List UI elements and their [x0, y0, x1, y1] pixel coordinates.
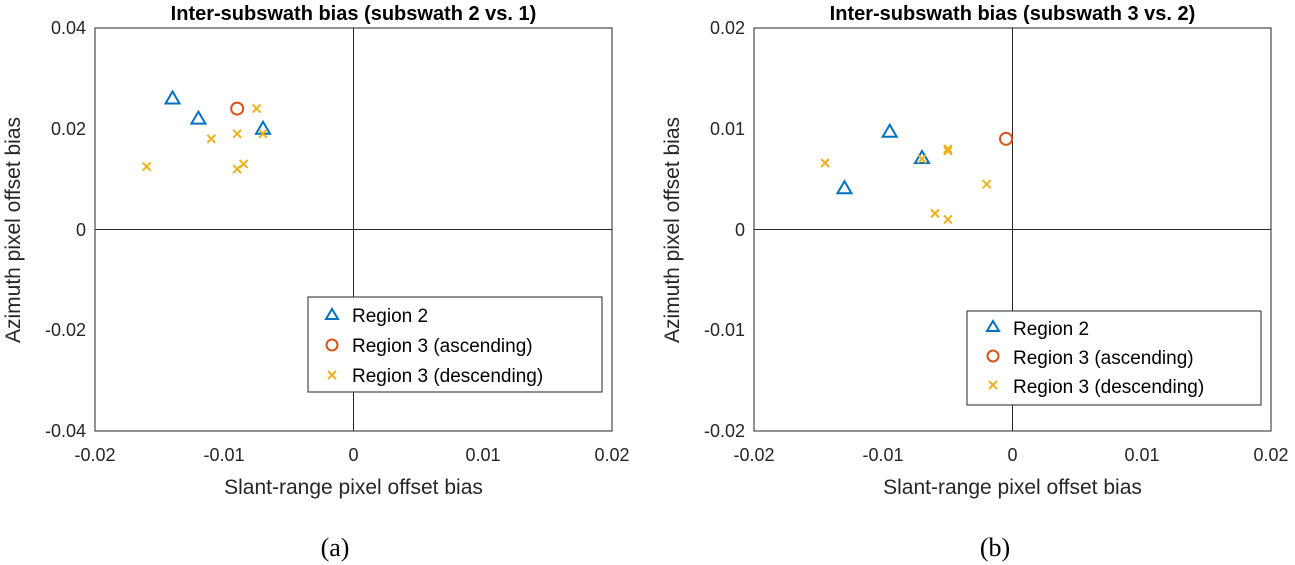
marker-a-region-2-1 — [189, 109, 208, 125]
legend-label-a-2: Region 3 (descending) — [352, 366, 543, 387]
caption-a: (a) — [321, 533, 350, 562]
x-tick-label-a-0: -0.02 — [74, 445, 115, 465]
y-tick-label-b-4: -0.02 — [704, 421, 745, 441]
y-tick-label-b-1: 0.01 — [710, 119, 745, 139]
legend-marker-b-region3-ascending — [986, 349, 1000, 363]
y-tick-label-b-3: -0.01 — [704, 320, 745, 340]
marker-b-region-2-0 — [880, 122, 899, 138]
chart-title-b: Inter-subswath bias (subswath 3 vs. 2) — [830, 3, 1196, 25]
marker-a-region-3-descending-4 — [258, 129, 268, 139]
x-tick-label-a-2: 0 — [348, 445, 358, 465]
marker-b-region-3-descending-4 — [981, 179, 992, 189]
x-tick-label-a-4: 0.02 — [594, 445, 629, 465]
legend-b: Region 2 Region 3 (ascending) Region 3 (… — [966, 310, 1262, 406]
y-tick-label-a-1: 0.02 — [51, 119, 86, 139]
x-tick-label-b-2: 0 — [1007, 445, 1017, 465]
legend-label-b-2: Region 3 (descending) — [1013, 377, 1204, 398]
legend-box-b — [966, 310, 1262, 406]
marker-b-region-3-descending-0 — [820, 158, 830, 168]
x-tick-label-b-0: -0.02 — [733, 445, 774, 465]
marker-a-region-3-descending-6 — [232, 164, 242, 174]
marker-b-region-2-2 — [835, 179, 854, 195]
y-axis-label-a: Azimuth pixel offset bias — [2, 117, 25, 343]
legend-marker-a-region2 — [324, 307, 340, 320]
x-tick-label-b-3: 0.01 — [1124, 445, 1159, 465]
y-axis-label-b: Azimuth pixel offset bias — [661, 117, 684, 343]
marker-b-region-3-descending-5 — [930, 208, 940, 219]
x-tick-label-a-1: -0.01 — [203, 445, 244, 465]
marker-a-region-3-descending-3 — [251, 103, 262, 114]
x-tick-label-b-1: -0.01 — [862, 445, 903, 465]
legend-label-a-1: Region 3 (ascending) — [352, 336, 533, 357]
legend-marker-b-region3-descending — [988, 380, 998, 390]
marker-a-region-3-descending-5 — [238, 159, 249, 169]
marker-a-region-3-descending-2 — [232, 129, 242, 139]
legend-marker-b-region2 — [985, 319, 1001, 332]
marker-b-region-3-descending-2 — [943, 146, 953, 156]
caption-b: (b) — [980, 533, 1010, 562]
x-axis-label-b: Slant-range pixel offset bias — [883, 476, 1142, 499]
x-tick-label-a-3: 0.01 — [465, 445, 500, 465]
markers-b — [820, 122, 1014, 225]
marker-b-region-3-descending-3 — [943, 144, 953, 154]
x-tick-label-b-4: 0.02 — [1253, 445, 1288, 465]
legend-marker-a-region3-ascending — [325, 338, 339, 352]
marker-b-region-3-descending-6 — [943, 214, 953, 225]
y-tick-label-b-2: 0 — [735, 220, 745, 240]
marker-b-region-2-1 — [913, 148, 931, 164]
y-tick-label-b-0: 0.02 — [710, 18, 745, 38]
chart-title-a: Inter-subswath bias (subswath 2 vs. 1) — [171, 3, 537, 25]
marker-a-region-3-ascending-0 — [230, 101, 245, 116]
y-tick-label-a-4: -0.04 — [45, 421, 86, 441]
panel-b: Inter-subswath bias (subswath 3 vs. 2) 0… — [661, 3, 1289, 562]
x-axis-label-a: Slant-range pixel offset bias — [224, 476, 483, 499]
panel-a: Inter-subswath bias (subswath 2 vs. 1) 0… — [2, 3, 630, 562]
marker-a-region-3-descending-0 — [141, 161, 152, 172]
legend-a: Region 2 Region 3 (ascending) Region 3 (… — [307, 296, 603, 393]
legend-label-b-0: Region 2 — [1013, 319, 1089, 340]
marker-a-region-2-0 — [163, 89, 182, 105]
marker-b-region-3-ascending-0 — [999, 131, 1014, 146]
marker-b-region-3-descending-1 — [917, 154, 927, 164]
y-tick-label-a-0: 0.04 — [51, 18, 86, 38]
y-tick-label-a-3: -0.02 — [45, 320, 86, 340]
legend-box-a — [307, 296, 603, 393]
y-tick-label-a-2: 0 — [76, 220, 86, 240]
legend-label-a-0: Region 2 — [352, 306, 428, 327]
legend-marker-a-region3-descending — [327, 370, 337, 380]
legend-label-b-1: Region 3 (ascending) — [1013, 348, 1194, 369]
markers-a — [141, 89, 272, 174]
marker-a-region-3-descending-1 — [206, 134, 217, 144]
